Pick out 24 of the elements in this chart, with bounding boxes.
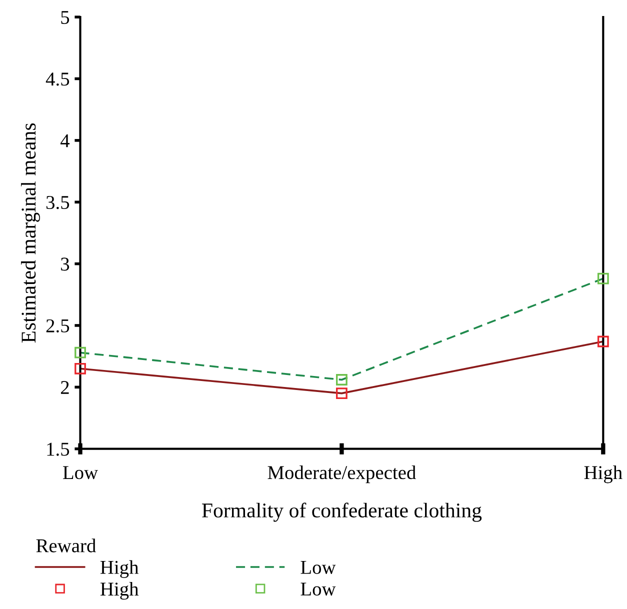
y-tick-label: 3.5 (46, 196, 70, 210)
text: High (100, 582, 139, 600)
point (74, 346, 86, 358)
y-tick-label: 4.5 (46, 72, 70, 86)
y-tick-label: 2.5 (46, 319, 70, 332)
text: Low (300, 582, 336, 596)
x-tick-label: High (584, 466, 622, 484)
point (74, 362, 86, 374)
y-axis-title: Estimated marginal means (21, 123, 40, 343)
x-tick-label: Low (62, 466, 98, 480)
legend-title: Reward (36, 538, 96, 552)
legend-label: High (100, 560, 139, 578)
y-tick-label: 3 (61, 258, 70, 271)
y-tick-label: 1.5 (47, 442, 70, 456)
legend-label: Low (300, 561, 336, 574)
point (597, 336, 609, 348)
point (336, 374, 348, 386)
point (597, 272, 609, 284)
y-tick-label: 5 (61, 11, 70, 24)
point (336, 388, 348, 400)
y-tick-label: 4 (60, 134, 70, 148)
x-tick-label: Moderate/expected (268, 466, 416, 484)
x-axis-title: Formality of confederate clothing (202, 502, 482, 522)
y-tick-label: 2 (60, 381, 69, 394)
